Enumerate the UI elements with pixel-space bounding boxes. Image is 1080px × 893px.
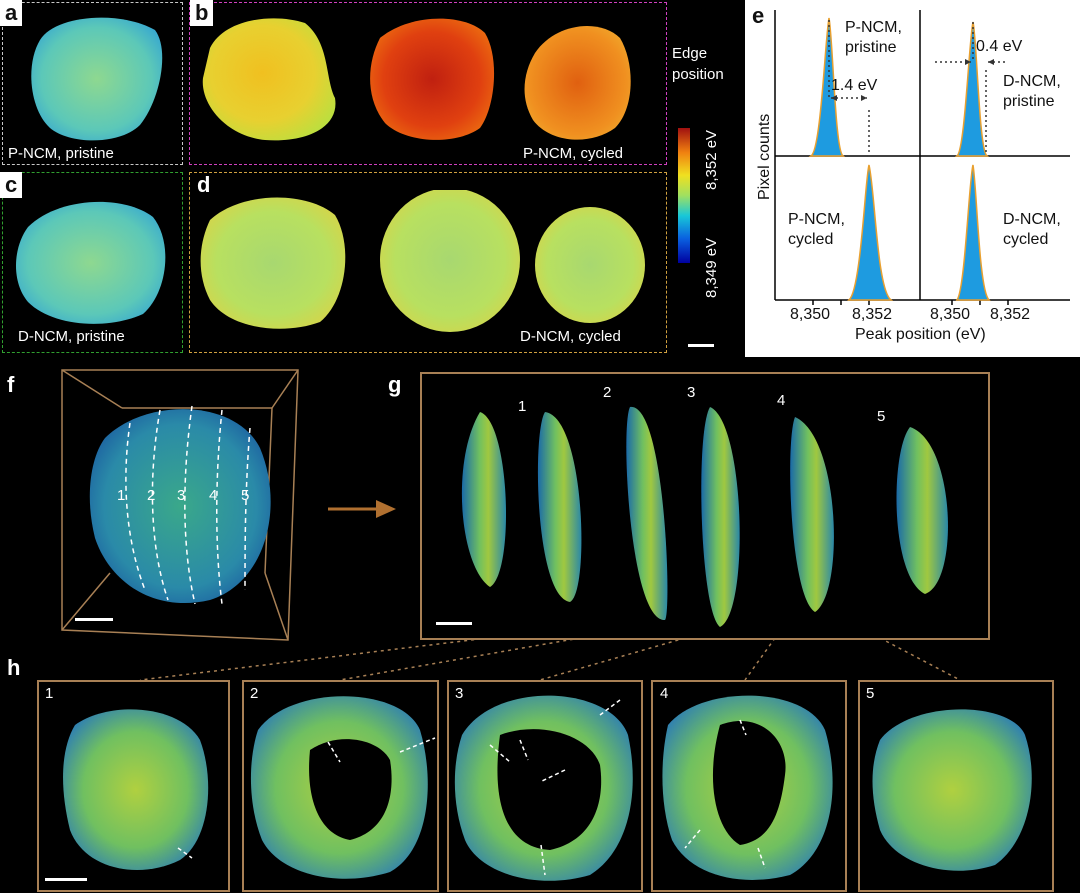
scale-bar-h bbox=[45, 878, 87, 881]
f-slice-2: 2 bbox=[147, 487, 156, 504]
colorbar-title-line2: position bbox=[672, 66, 724, 83]
g-slice-3: 3 bbox=[687, 384, 696, 401]
panel-d-particles bbox=[200, 190, 645, 332]
panel-c-frame bbox=[2, 172, 183, 353]
panel-d-caption: D-NCM, cycled bbox=[520, 328, 621, 345]
panel-c-label: c bbox=[0, 172, 23, 198]
panel-g-frame bbox=[420, 372, 990, 640]
panel-e-label: e bbox=[752, 3, 765, 28]
panel-h2-frame bbox=[242, 680, 439, 892]
panel-h3-frame bbox=[447, 680, 643, 892]
y-axis-label: Pixel counts bbox=[756, 113, 773, 200]
colorbar-title-line1: Edge bbox=[672, 45, 708, 62]
colorbar-min-label: 8,349 eV bbox=[703, 237, 720, 298]
panel-a-label: a bbox=[0, 0, 23, 26]
panel-b-caption: P-NCM, cycled bbox=[523, 145, 624, 162]
x-tick-8350-right: 8,350 bbox=[930, 306, 971, 323]
scale-bar-g bbox=[436, 622, 472, 625]
x-tick-8350-left: 8,350 bbox=[790, 306, 831, 323]
panel-b-label: b bbox=[190, 0, 214, 26]
histogram-label-d-pristine: D-NCM, pristine bbox=[1003, 73, 1061, 110]
f-slice-5: 5 bbox=[241, 487, 250, 504]
scale-bar-ad bbox=[688, 344, 714, 347]
panel-h-sections bbox=[63, 695, 1032, 881]
h-slice-2: 2 bbox=[250, 685, 259, 702]
histogram-label-p-cycled: P-NCM, cycled bbox=[788, 211, 845, 248]
g-slice-1: 1 bbox=[518, 398, 527, 415]
f-slice-4: 4 bbox=[209, 487, 218, 504]
panel-h5-frame bbox=[858, 680, 1054, 892]
panel-a-frame bbox=[2, 2, 183, 165]
h-slice-4: 4 bbox=[660, 685, 669, 702]
panel-b-particles bbox=[202, 18, 631, 141]
f-slice-1: 1 bbox=[117, 487, 126, 504]
h-slice-5: 5 bbox=[866, 685, 875, 702]
panel-a-caption: P-NCM, pristine bbox=[8, 145, 114, 162]
histogram-label-d-cycled: D-NCM, cycled bbox=[1003, 211, 1061, 248]
colorbar-max-label: 8,352 eV bbox=[703, 129, 720, 190]
annotation-1-4-ev: 1.4 eV bbox=[831, 77, 878, 94]
h-slice-1: 1 bbox=[45, 685, 54, 702]
panel-f-tomography bbox=[61, 369, 299, 641]
panel-d-frame bbox=[189, 172, 667, 353]
g-slice-5: 5 bbox=[877, 408, 886, 425]
panel-g-slices bbox=[461, 406, 948, 627]
x-axis-label: Peak position (eV) bbox=[855, 326, 986, 343]
panel-d-label: d bbox=[197, 172, 211, 197]
annotation-0-4-ev: 0.4 eV bbox=[976, 38, 1023, 55]
panel-e-chart bbox=[774, 10, 1070, 305]
colorbar bbox=[678, 128, 690, 263]
g-slice-4: 4 bbox=[777, 392, 786, 409]
panel-h-label: h bbox=[7, 655, 21, 680]
histogram-label-p-pristine: P-NCM, pristine bbox=[845, 19, 902, 56]
panel-e-background bbox=[745, 0, 1080, 357]
connector-lines bbox=[139, 638, 961, 681]
panel-f-label: f bbox=[7, 372, 15, 397]
panel-g-label: g bbox=[388, 372, 402, 397]
scale-bar-f bbox=[75, 618, 113, 621]
x-tick-8352-left: 8,352 bbox=[852, 306, 893, 323]
x-tick-8352-right: 8,352 bbox=[990, 306, 1031, 323]
panel-a-particle bbox=[31, 17, 163, 141]
arrow-right-icon bbox=[328, 500, 396, 518]
g-slice-2: 2 bbox=[603, 384, 612, 401]
panel-h4-frame bbox=[651, 680, 847, 892]
panel-b-frame bbox=[189, 2, 667, 165]
panel-c-caption: D-NCM, pristine bbox=[18, 328, 125, 345]
f-slice-3: 3 bbox=[177, 487, 186, 504]
h-slice-3: 3 bbox=[455, 685, 464, 702]
panel-h1-frame bbox=[37, 680, 230, 892]
panel-c-particle bbox=[15, 201, 166, 324]
